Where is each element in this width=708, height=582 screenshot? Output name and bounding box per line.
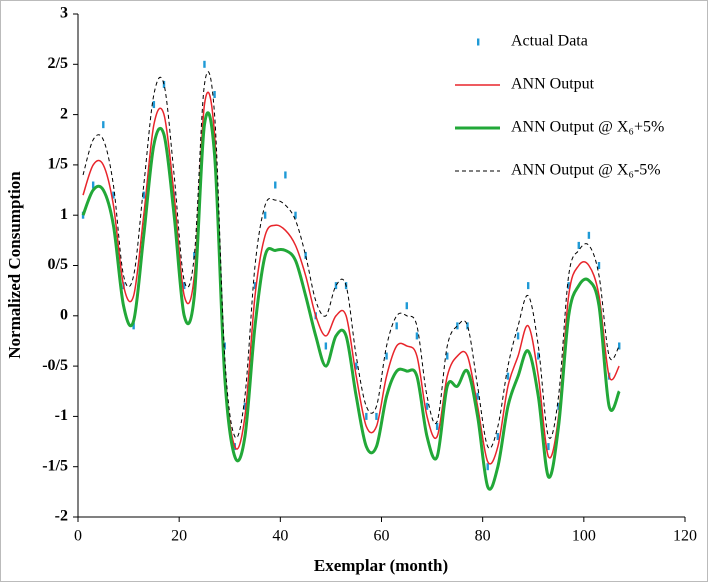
x-tick-label: 100 <box>572 528 596 545</box>
data-point <box>284 171 287 179</box>
data-point <box>274 181 277 189</box>
data-point <box>263 211 267 219</box>
x-tick-label: 80 <box>475 528 491 545</box>
data-point <box>435 422 439 430</box>
y-tick-label: -2 <box>55 508 68 525</box>
data-point <box>577 241 580 249</box>
x-tick-label: 0 <box>74 528 82 545</box>
y-tick-label: 1/5 <box>48 156 68 173</box>
data-point <box>476 392 479 400</box>
y-tick-label: -1 <box>55 407 68 424</box>
y-tick-label: 2 <box>60 105 68 122</box>
data-point <box>405 302 408 310</box>
data-point <box>142 191 145 199</box>
y-tick-label: 0/5 <box>48 256 68 273</box>
data-point <box>425 402 429 410</box>
data-point <box>183 282 186 290</box>
data-point <box>587 231 591 239</box>
x-axis-title: Exemplar (month) <box>314 556 448 575</box>
data-point <box>385 352 388 360</box>
data-point <box>253 282 257 290</box>
data-point <box>365 412 368 420</box>
x-tick-label: 60 <box>374 528 390 545</box>
data-point <box>294 211 297 219</box>
data-point <box>102 121 105 129</box>
data-point <box>324 342 328 350</box>
y-tick-label: 0 <box>60 306 68 323</box>
data-point <box>496 433 500 441</box>
data-point <box>486 463 489 471</box>
data-point <box>112 191 115 199</box>
legend-label: ANN Output @ X₆+5% <box>511 119 664 136</box>
data-point <box>334 282 338 290</box>
y-tick-label: -1/5 <box>42 457 68 474</box>
data-point <box>446 352 449 360</box>
y-axis-title: Normalized Consumption <box>5 171 24 359</box>
data-point <box>415 332 419 340</box>
data-point <box>547 443 550 451</box>
data-point <box>243 402 247 410</box>
data-point <box>213 90 216 98</box>
legend-swatch <box>477 38 480 46</box>
legend-label: ANN Output @ X₆-5% <box>511 162 661 179</box>
legend-label: Actual Data <box>511 33 588 50</box>
data-point <box>526 282 530 290</box>
y-tick-label: 1 <box>60 206 68 223</box>
y-tick-label: 2/5 <box>48 55 68 72</box>
data-point <box>557 402 560 410</box>
series-line <box>82 71 620 449</box>
data-point <box>597 262 601 269</box>
series-line <box>81 111 621 491</box>
data-point <box>203 60 206 68</box>
data-point <box>466 322 469 330</box>
x-tick-label: 120 <box>673 528 697 545</box>
data-point <box>567 282 570 290</box>
x-tick-label: 20 <box>171 528 187 545</box>
data-point <box>152 101 156 109</box>
data-point <box>91 181 95 189</box>
data-point <box>537 352 540 360</box>
x-tick-label: 40 <box>272 528 288 545</box>
data-point <box>395 322 398 330</box>
legend-label: ANN Output <box>511 76 595 93</box>
data-point <box>375 412 378 420</box>
data-point <box>355 362 358 370</box>
data-point <box>193 251 196 259</box>
data-point <box>516 332 520 340</box>
data-point <box>618 342 621 350</box>
data-point <box>132 322 135 330</box>
y-tick-label: 3 <box>60 5 68 22</box>
data-point <box>223 342 226 350</box>
series-line <box>82 91 620 465</box>
data-point <box>304 251 307 259</box>
y-tick-label: -0/5 <box>42 357 68 374</box>
data-point <box>506 372 510 380</box>
